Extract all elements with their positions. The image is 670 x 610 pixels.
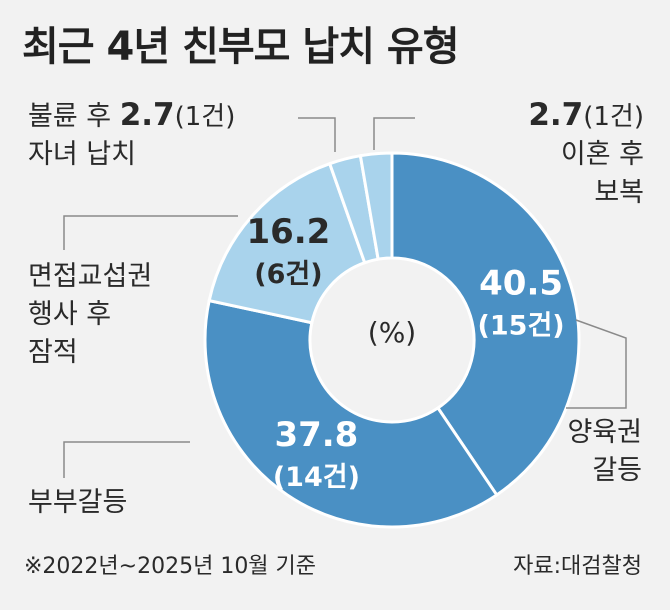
label-divorce-count: (1건) <box>583 102 644 132</box>
label-affair-line2: 자녀 납치 <box>28 139 136 170</box>
value-label-couple: 37.8 <box>274 415 358 455</box>
leader-affair <box>298 117 336 152</box>
slice-custody <box>390 151 581 498</box>
chart-title: 최근 4년 친부모 납치 유형 <box>22 24 460 70</box>
leader-custody <box>566 319 627 409</box>
value-label-visitation: 16.2 <box>246 212 330 252</box>
label-custody-line2: 갈등 <box>592 455 642 486</box>
label-couple: 부부갈등 <box>28 484 127 522</box>
leader-visitation <box>63 215 238 250</box>
slice-visitation <box>207 161 367 325</box>
source-credit: 자료:대검찰청 <box>513 554 642 579</box>
label-custody-line1: 양육권 <box>567 417 642 448</box>
leader-divorce <box>373 117 415 150</box>
label-divorce-line1: 이혼 후 <box>560 139 644 170</box>
label-affair-line1: 불륜 후 <box>28 101 112 132</box>
value-label-custody: 40.5 <box>479 263 563 303</box>
label-custody: 양육권 갈등 <box>567 414 642 490</box>
count-label-visitation: (6건) <box>254 259 322 290</box>
count-label-custody: (15건) <box>478 310 565 341</box>
label-visitation: 면접교섭권 행사 후 잠적 <box>28 258 152 372</box>
label-visitation-line1: 면접교섭권 <box>28 261 153 292</box>
label-affair-count: (1건) <box>174 102 236 132</box>
label-affair: 불륜 후 2.7(1건) 자녀 납치 <box>28 96 235 174</box>
label-divorce-line2: 보복 <box>594 177 644 208</box>
count-label-couple: (14건) <box>273 462 360 493</box>
label-divorce: 2.7(1건) 이혼 후 보복 <box>528 96 644 212</box>
label-divorce-value: 2.7 <box>528 97 584 133</box>
label-couple-line1: 부부갈등 <box>28 487 128 518</box>
label-visitation-line3: 잠적 <box>28 337 78 368</box>
slice-divorce <box>358 151 394 261</box>
center-unit-label: (%) <box>368 316 416 349</box>
label-affair-value: 2.7 <box>119 97 175 133</box>
footnote: ※2022년~2025년 10월 기준 <box>24 554 317 579</box>
leader-couple <box>63 441 190 478</box>
slice-couple <box>203 298 499 529</box>
label-visitation-line2: 행사 후 <box>28 299 112 330</box>
